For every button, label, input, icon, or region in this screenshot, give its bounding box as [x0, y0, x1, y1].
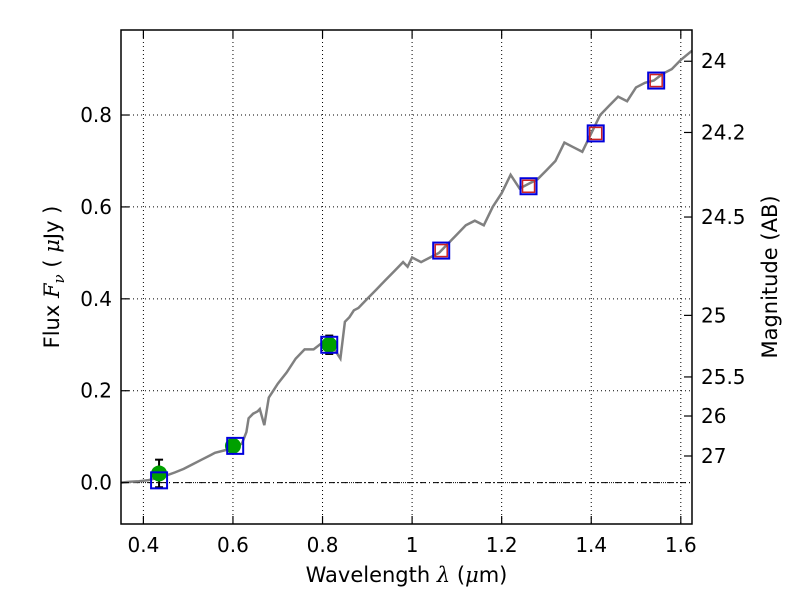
y-tick-label: 0.6 [80, 195, 112, 219]
x-tick-label: 1 [406, 533, 419, 557]
y-tick-label: 0.0 [80, 471, 112, 495]
photometry-markers [150, 71, 666, 490]
right-y-axis-label: Magnitude (AB) [758, 195, 782, 358]
x-tick-label: 0.6 [217, 533, 249, 557]
y2-tick-label: 24 [701, 49, 726, 73]
y2-tick-label: 24.5 [701, 205, 746, 229]
y2-tick-label: 24.2 [701, 120, 746, 144]
model-square [519, 177, 538, 196]
model-spectrum-line [120, 49, 693, 484]
y2-tick-label: 25 [701, 303, 726, 327]
y2-tick-label: 25.5 [701, 365, 746, 389]
x-axis-label: Wavelength λ (μm) [306, 563, 508, 587]
x-tick-label: 0.4 [127, 533, 159, 557]
observed-point [151, 465, 168, 482]
model-square [647, 71, 666, 90]
y-tick-label: 0.2 [80, 379, 112, 403]
upper-limit-square [649, 73, 663, 88]
observed-point [321, 336, 338, 353]
model-square [320, 335, 339, 354]
x-tick-label: 1.6 [665, 533, 697, 557]
plot-frame [120, 29, 693, 525]
upper-limit-square [521, 179, 536, 193]
upper-limit-square [434, 243, 448, 258]
axis-ticks: 0.4 0.6 0.8 1 1.2 1.4 1.6 0.0 0.2 0.4 0.6 0.8 24 24.2… [80, 30, 746, 557]
x-tick-label: 1.4 [575, 533, 607, 557]
model-square [226, 436, 245, 455]
y2-tick-label: 26 [701, 404, 726, 428]
grid-lines [121, 30, 692, 524]
x-tick-label: 0.8 [307, 533, 339, 557]
y2-tick-label: 27 [701, 444, 726, 468]
observed-point [224, 437, 241, 454]
x-tick-label: 1.2 [486, 533, 518, 557]
upper-limit-square [588, 126, 603, 141]
y-tick-label: 0.8 [80, 103, 112, 127]
y-tick-label: 0.4 [80, 287, 112, 311]
model-square [586, 124, 605, 143]
model-square [432, 241, 451, 260]
model-square [150, 471, 169, 490]
y-axis-label: Flux Fν ( μJy ) [40, 206, 68, 349]
